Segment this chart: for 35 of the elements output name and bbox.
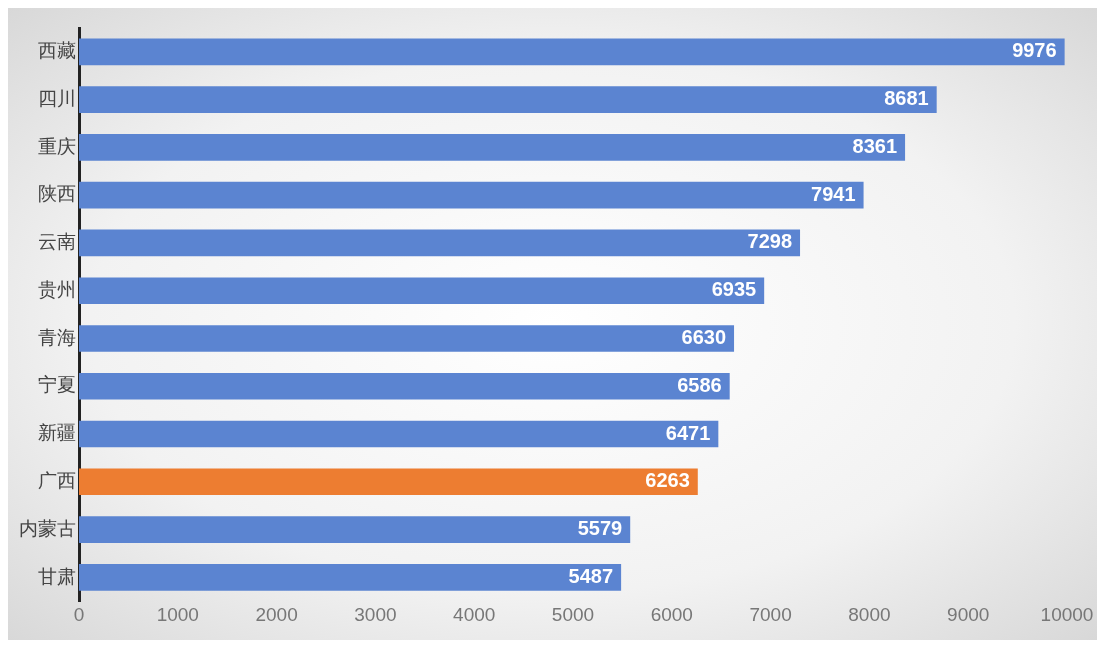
x-tick-label: 4000 (453, 603, 496, 625)
x-tick-label: 10000 (1040, 603, 1094, 625)
x-tick-label: 8000 (848, 603, 891, 625)
y-tick-label: 宁夏 (38, 374, 76, 396)
data-label: 6935 (711, 278, 757, 301)
data-label: 7941 (811, 182, 856, 205)
data-label: 8681 (884, 87, 929, 110)
y-tick-label: 陕西 (38, 183, 76, 205)
x-tick-label: 0 (73, 603, 85, 625)
data-label: 6471 (665, 421, 711, 444)
y-tick-label: 西藏 (38, 40, 76, 62)
data-label: 8361 (852, 134, 898, 157)
x-tick-label: 3000 (354, 603, 397, 625)
data-label: 6630 (681, 326, 727, 348)
data-label: 7298 (747, 230, 793, 253)
y-tick-label: 贵州 (38, 278, 76, 300)
data-label: 5579 (577, 517, 623, 540)
x-tick-label: 6000 (650, 603, 693, 625)
data-label: 6263 (645, 469, 690, 492)
y-tick-label: 甘肃 (38, 565, 76, 587)
y-tick-label: 青海 (38, 326, 76, 348)
y-tick-label: 新疆 (38, 422, 76, 444)
y-tick-label: 重庆 (38, 135, 76, 157)
y-tick-label: 广西 (38, 470, 76, 492)
x-tick-label: 9000 (947, 603, 990, 625)
y-tick-label: 云南 (38, 231, 76, 253)
data-label: 9976 (1012, 39, 1057, 62)
x-tick-label: 1000 (156, 603, 199, 625)
data-label: 6586 (677, 373, 722, 396)
y-tick-label: 内蒙古 (19, 517, 76, 539)
data-label: 5487 (568, 564, 614, 587)
y-tick-label: 四川 (38, 87, 76, 109)
x-tick-label: 2000 (255, 603, 298, 625)
x-tick-label: 5000 (551, 603, 595, 625)
x-tick-label: 7000 (749, 603, 792, 625)
